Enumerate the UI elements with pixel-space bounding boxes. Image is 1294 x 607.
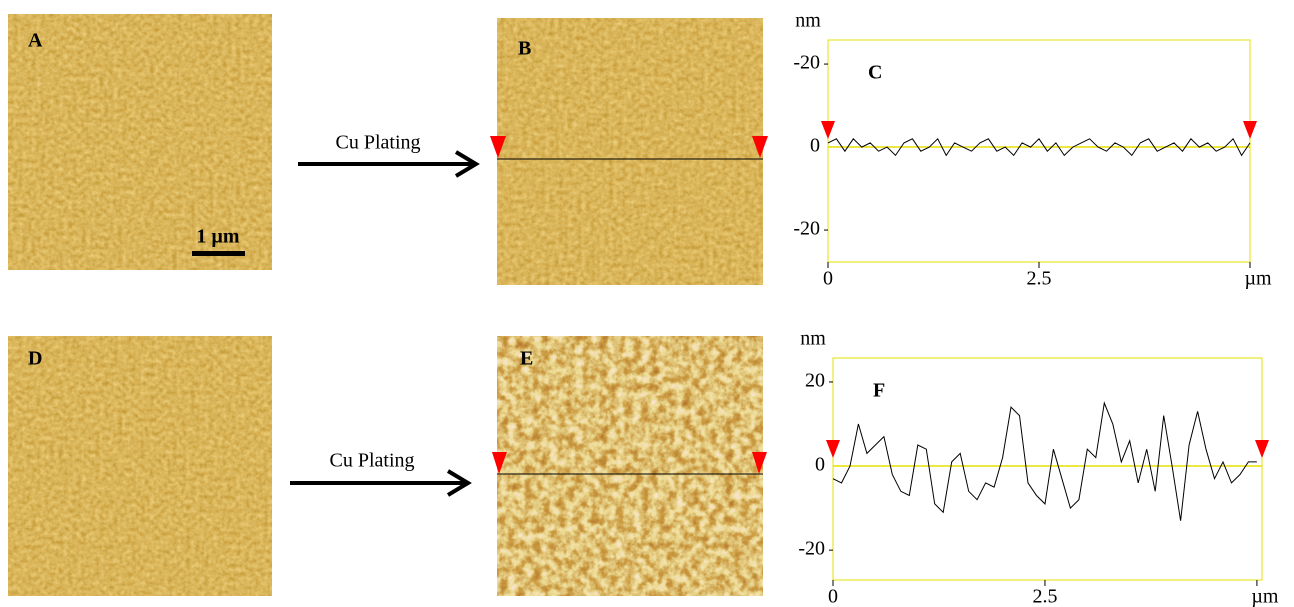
x-tick-label: 2.5 <box>1032 586 1057 607</box>
panel-label: B <box>518 38 531 60</box>
arrow-head <box>446 469 472 497</box>
afm-image <box>8 14 272 270</box>
x-tick-label: 0 <box>828 586 838 607</box>
x-tick-label: 2.5 <box>1027 268 1052 290</box>
scale-bar <box>192 251 245 256</box>
profile-line <box>827 137 1251 157</box>
y-tick-label: 20 <box>805 370 825 392</box>
panel-label: C <box>868 62 882 84</box>
cursor <box>1255 440 1269 459</box>
cursor <box>826 440 840 459</box>
cursor <box>1243 121 1257 140</box>
arrow-label: Cu Plating <box>329 450 414 472</box>
panel-label: D <box>28 348 42 370</box>
y-axis-title: nm <box>800 328 826 350</box>
afm-image <box>497 336 763 596</box>
panel-label: A <box>28 30 43 52</box>
panel-label: E <box>520 348 533 370</box>
cursor <box>752 452 767 474</box>
y-tick-label: -20 <box>793 52 820 74</box>
scale-bar-label: 1 µm <box>196 226 240 248</box>
x-tick-label: 0 <box>823 268 833 290</box>
arrow-head <box>454 150 480 178</box>
cursor <box>490 136 506 158</box>
x-tick-label: µm <box>1244 268 1272 290</box>
y-tick-label: 0 <box>810 135 820 157</box>
x-tick-label: µm <box>1251 586 1279 607</box>
afm-image <box>496 17 764 286</box>
profile-line <box>832 401 1257 521</box>
y-tick-label: -20 <box>798 538 825 560</box>
y-tick-label: -20 <box>793 218 820 240</box>
panel-label: F <box>873 380 885 402</box>
afm-image <box>8 336 272 596</box>
y-tick-label: 0 <box>815 454 825 476</box>
plot-frame <box>832 357 1263 581</box>
cursor <box>492 452 507 474</box>
cursor <box>821 121 835 140</box>
arrow-label: Cu Plating <box>335 132 420 154</box>
cursor <box>752 136 768 158</box>
y-axis-title: nm <box>795 10 821 32</box>
